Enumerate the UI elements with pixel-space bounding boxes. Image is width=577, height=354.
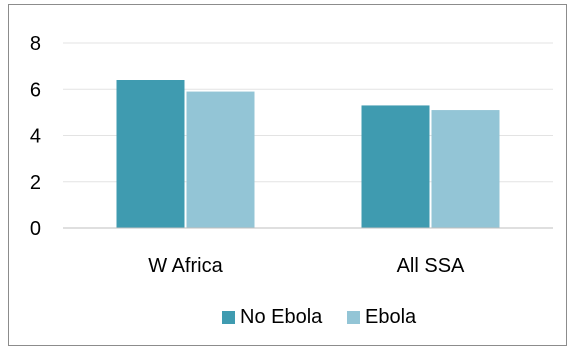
bar-no-ebola-w-africa <box>116 80 185 228</box>
legend-swatch-no-ebola <box>222 311 235 324</box>
bars <box>116 80 500 228</box>
legend-swatch-ebola <box>347 311 360 324</box>
legend-label-ebola: Ebola <box>365 306 417 328</box>
y-axis-tick-labels: 0 2 4 6 8 <box>30 33 41 240</box>
x-tick-label-w-africa: W Africa <box>148 255 223 277</box>
y-tick-label-0: 0 <box>30 218 41 240</box>
y-tick-label-2: 2 <box>30 172 41 194</box>
x-tick-label-all-ssa: All SSA <box>397 255 465 277</box>
legend: No Ebola Ebola <box>222 306 417 328</box>
bar-ebola-w-africa <box>186 91 255 228</box>
y-tick-label-6: 6 <box>30 79 41 101</box>
y-tick-label-8: 8 <box>30 33 41 55</box>
x-axis-tick-labels: W Africa All SSA <box>148 255 465 277</box>
bar-no-ebola-all-ssa <box>361 105 430 228</box>
y-tick-label-4: 4 <box>30 126 41 148</box>
legend-label-no-ebola: No Ebola <box>240 306 323 328</box>
bar-ebola-all-ssa <box>431 110 500 228</box>
